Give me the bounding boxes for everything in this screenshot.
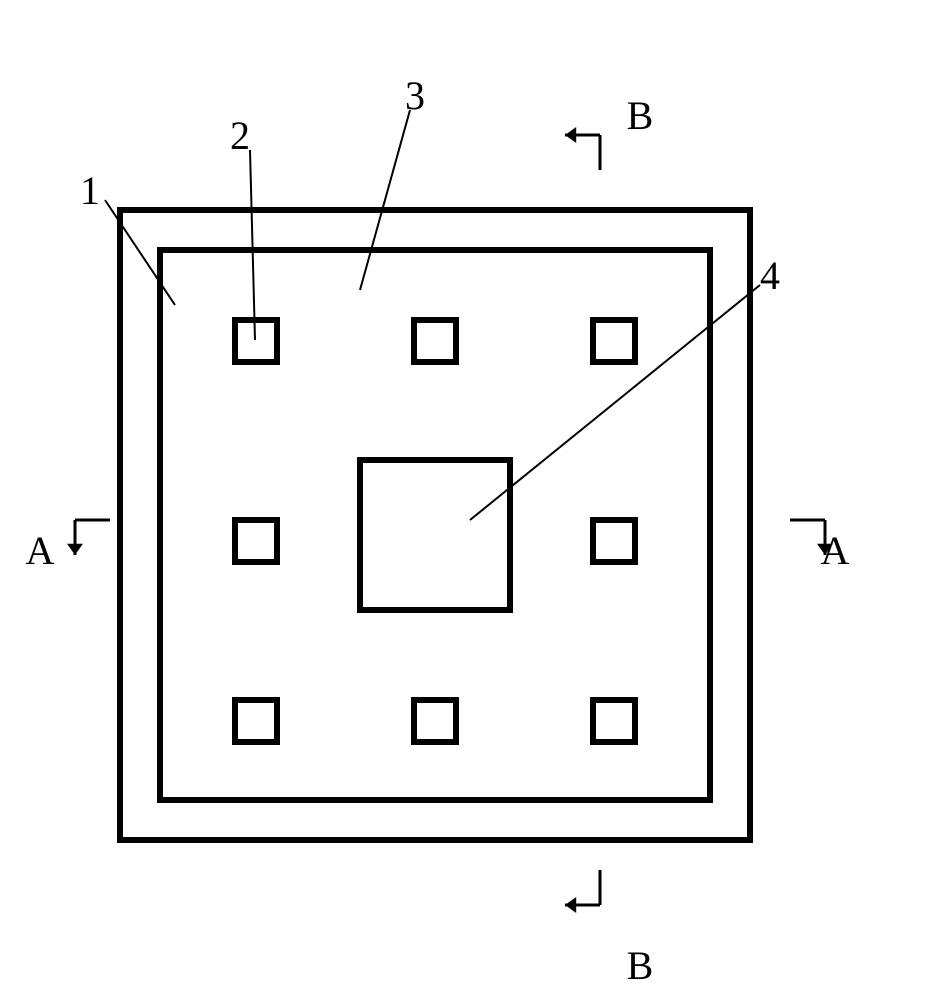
section-label-B: B bbox=[627, 943, 654, 988]
arrowhead bbox=[565, 897, 576, 913]
inner-square bbox=[160, 250, 710, 800]
center-square bbox=[360, 460, 510, 610]
engineering-diagram: 1 2 3 4 A A B B bbox=[0, 0, 936, 1000]
small-square-3 bbox=[235, 520, 277, 562]
callout-label-2: 2 bbox=[230, 113, 250, 158]
small-square-7 bbox=[593, 700, 635, 742]
callout-label-3: 3 bbox=[405, 73, 425, 118]
small-square-1 bbox=[414, 320, 456, 362]
outer-square bbox=[120, 210, 750, 840]
callout-label-1: 1 bbox=[80, 168, 100, 213]
section-label-A: A bbox=[26, 528, 55, 573]
arrowhead bbox=[565, 127, 576, 143]
small-square-4 bbox=[593, 520, 635, 562]
small-square-0 bbox=[235, 320, 277, 362]
leader-line-3 bbox=[360, 110, 410, 290]
callout-label-4: 4 bbox=[760, 253, 780, 298]
small-square-2 bbox=[593, 320, 635, 362]
section-label-A: A bbox=[821, 528, 850, 573]
arrowhead bbox=[67, 544, 83, 555]
section-label-B: B bbox=[627, 93, 654, 138]
small-square-6 bbox=[414, 700, 456, 742]
leader-line-2 bbox=[250, 150, 255, 340]
small-square-5 bbox=[235, 700, 277, 742]
